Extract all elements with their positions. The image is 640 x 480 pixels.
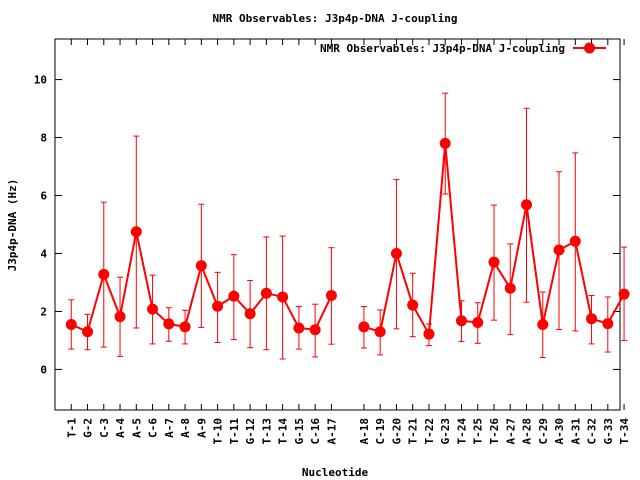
data-point <box>179 321 191 333</box>
data-point <box>488 256 500 268</box>
x-tick-label: T-26 <box>488 418 501 445</box>
data-point <box>163 318 175 330</box>
x-tick-label: G-15 <box>293 418 306 445</box>
x-tick-label: A-31 <box>569 418 582 445</box>
data-point <box>618 288 630 300</box>
data-point <box>260 287 272 299</box>
x-tick-label: C-29 <box>537 418 550 445</box>
data-point <box>521 199 533 211</box>
data-point <box>82 326 94 338</box>
data-point <box>455 315 467 327</box>
x-tick-label: T-10 <box>212 418 225 445</box>
x-tick-label: A-27 <box>504 418 517 445</box>
plot-frame <box>54 38 621 411</box>
x-tick-label: A-17 <box>325 418 338 445</box>
data-point <box>390 247 402 259</box>
x-tick-label: G-20 <box>390 418 403 445</box>
x-tick-label: G-33 <box>602 418 615 445</box>
x-tick-label: A-9 <box>195 418 208 438</box>
y-tick-label: 2 <box>40 305 47 318</box>
x-tick-label: T-1 <box>65 418 78 438</box>
data-point <box>212 300 224 312</box>
legend-marker <box>584 42 595 54</box>
legend: NMR Observables: J3p4p-DNA J-coupling <box>320 42 606 55</box>
x-tick-label: C-32 <box>586 418 599 445</box>
data-point <box>569 235 581 247</box>
x-axis: T-1 G-2 C-3 A-4 A-5 C-6 A-7 A-8 A-9 T-10 T-11 G-12 T… <box>65 39 631 445</box>
chart-title-text: NMR Observables: J3p4p-DNA J-coupling <box>212 12 457 25</box>
x-tick-label: T-22 <box>423 418 436 445</box>
data-point <box>228 290 240 302</box>
x-tick-label: T-34 <box>618 418 631 445</box>
data-point <box>195 260 207 272</box>
x-tick-label: T-11 <box>228 418 241 445</box>
x-tick-label: C-16 <box>309 418 322 445</box>
data-point <box>358 321 370 333</box>
x-tick-label: G-23 <box>439 418 452 445</box>
data-point <box>98 268 110 280</box>
y-tick-label: 6 <box>40 190 47 203</box>
data-point <box>439 137 451 149</box>
x-axis-label: Nucleotide <box>302 466 369 479</box>
x-tick-label: A-4 <box>114 418 127 438</box>
x-tick-label: A-28 <box>521 418 534 445</box>
data-point <box>423 328 435 340</box>
x-tick-label: T-25 <box>472 418 485 445</box>
x-tick-label: A-30 <box>553 418 566 445</box>
data-point <box>407 299 419 311</box>
data-point <box>325 290 337 302</box>
x-tick-label: C-3 <box>98 418 111 438</box>
data-point <box>602 318 614 330</box>
data-point <box>147 303 159 315</box>
y-tick-label: 0 <box>40 363 47 376</box>
x-tick-label: T-14 <box>277 418 290 445</box>
data-point <box>504 282 516 294</box>
data-point <box>586 313 598 325</box>
data-point <box>309 324 321 336</box>
data-point <box>114 311 126 323</box>
x-tick-label: A-18 <box>358 418 371 445</box>
data-point <box>277 291 289 303</box>
data-point <box>374 326 386 338</box>
x-tick-label: T-13 <box>260 418 273 445</box>
x-tick-label: A-8 <box>179 418 192 438</box>
y-tick-label: 8 <box>40 132 47 145</box>
data-point <box>537 318 549 330</box>
x-tick-label: A-5 <box>130 418 143 438</box>
data-point <box>244 308 256 320</box>
plot-border <box>54 38 621 411</box>
x-tick-label: G-12 <box>244 418 257 445</box>
x-tick-label: C-19 <box>374 418 387 445</box>
data-point <box>553 244 565 256</box>
x-tick-label: C-6 <box>147 418 160 438</box>
data-point <box>130 226 142 238</box>
chart-title: NMR Observables: J3p4p-DNA J-coupling <box>212 12 457 25</box>
legend-label: NMR Observables: J3p4p-DNA J-coupling <box>320 42 565 55</box>
data-point <box>293 322 305 334</box>
y-tick-label: 10 <box>34 74 47 87</box>
y-axis: 0 2 4 6 8 10 <box>34 74 620 376</box>
data-point <box>65 318 77 330</box>
series-points <box>65 137 630 340</box>
y-tick-label: 4 <box>40 247 47 260</box>
y-axis-label: J3p4p-DNA (Hz) <box>6 179 19 272</box>
x-tick-label: A-7 <box>163 418 176 438</box>
x-tick-label: T-24 <box>455 418 468 445</box>
x-tick-label: T-21 <box>407 418 420 445</box>
data-point <box>472 316 484 328</box>
x-tick-label: G-2 <box>82 418 95 438</box>
